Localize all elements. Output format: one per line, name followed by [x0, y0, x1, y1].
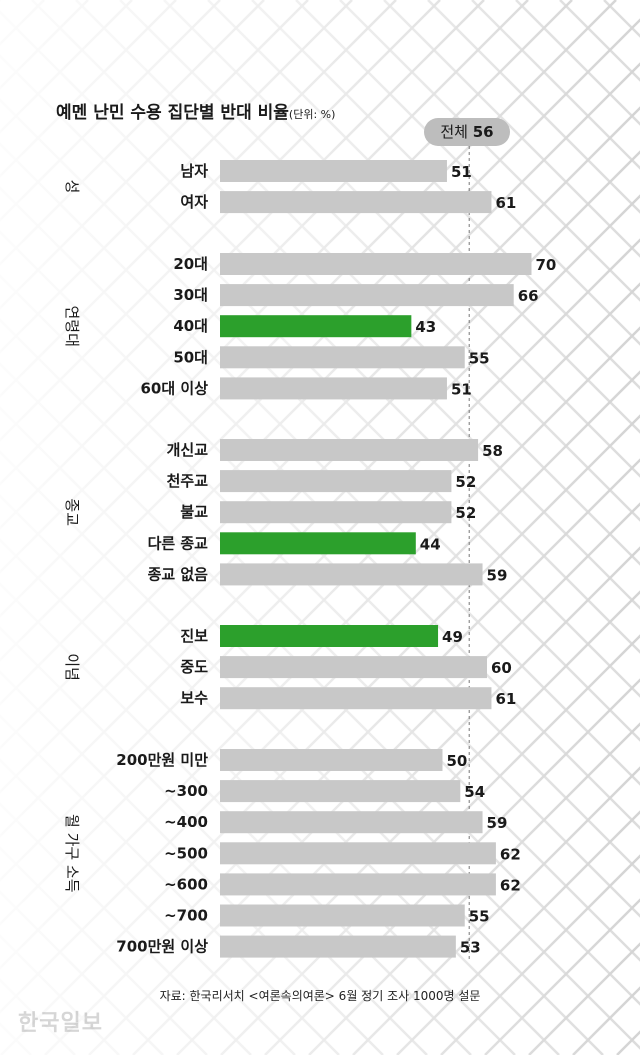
- value-label: 52: [455, 473, 476, 491]
- value-label: 61: [495, 194, 516, 212]
- bar: [220, 749, 443, 771]
- chart-title: 예멘 난민 수용 집단별 반대 비율(단위: %): [56, 98, 335, 123]
- group-label: 연령대: [63, 305, 81, 346]
- bar: [220, 780, 461, 803]
- bar: [220, 501, 452, 524]
- category-label: 중도: [180, 658, 208, 676]
- value-label: 59: [487, 566, 508, 584]
- category-label: 50대: [173, 348, 208, 366]
- category-label: 30대: [173, 286, 208, 304]
- bar: [220, 191, 492, 214]
- value-label: 70: [536, 256, 557, 274]
- value-label: 44: [420, 535, 441, 553]
- bar: [220, 842, 496, 865]
- group-label: 이념: [63, 653, 81, 681]
- category-label: 진보: [180, 627, 208, 645]
- value-label: 51: [451, 380, 472, 398]
- value-label: 62: [500, 876, 521, 894]
- bar: [220, 873, 496, 896]
- overall-label: 전체: [440, 123, 468, 141]
- category-label: 20대: [173, 255, 208, 273]
- value-label: 59: [487, 814, 508, 832]
- category-label: ~700: [164, 907, 208, 925]
- category-label: ~600: [164, 875, 208, 893]
- category-label: 200만원 미만: [116, 751, 208, 769]
- category-label: 개신교: [167, 441, 209, 459]
- group-label: 종교: [63, 498, 81, 526]
- category-label: ~500: [164, 844, 208, 862]
- category-label: 천주교: [167, 472, 209, 490]
- bar: [220, 346, 465, 369]
- value-label: 51: [451, 163, 472, 181]
- overall-value: 56: [472, 123, 494, 141]
- source-note: 자료: 한국리서치 <여론속의여론> 6월 정기 조사 1000명 설문: [159, 989, 481, 1003]
- bar: [220, 160, 447, 182]
- group-label: 성: [63, 180, 81, 194]
- value-label: 53: [460, 939, 481, 957]
- bar-highlight: [220, 625, 439, 647]
- category-label: 700만원 이상: [116, 938, 208, 956]
- value-label: 66: [518, 287, 539, 305]
- overall-badge: 전체 56: [424, 118, 510, 146]
- category-label: 60대 이상: [141, 379, 209, 397]
- chart-title-text: 예멘 난민 수용 집단별 반대 비율: [56, 103, 289, 123]
- category-label: 여자: [180, 193, 208, 211]
- bar: [220, 563, 483, 586]
- category-label: 종교 없음: [148, 565, 209, 583]
- group-label: 월 가구 소득: [63, 814, 81, 893]
- bar: [220, 470, 452, 493]
- category-label: 불교: [180, 503, 208, 521]
- bar: [220, 439, 479, 461]
- value-label: 54: [464, 783, 485, 801]
- value-label: 49: [442, 628, 463, 646]
- bar: [220, 656, 487, 679]
- value-label: 60: [491, 659, 512, 677]
- value-label: 43: [415, 318, 436, 336]
- category-label: 다른 종교: [148, 534, 209, 552]
- bar: [220, 253, 532, 275]
- bar-highlight: [220, 315, 412, 338]
- bar: [220, 935, 456, 958]
- category-label: 보수: [180, 689, 208, 707]
- category-label: 남자: [180, 162, 208, 180]
- bar: [220, 687, 492, 710]
- value-label: 62: [500, 845, 521, 863]
- value-label: 55: [469, 908, 490, 926]
- bar: [220, 811, 483, 834]
- bar: [220, 377, 447, 400]
- unit-label: (단위: %): [288, 108, 336, 121]
- bar: [220, 284, 514, 307]
- category-label: 40대: [173, 317, 208, 335]
- value-label: 61: [495, 690, 516, 708]
- value-label: 55: [469, 349, 490, 367]
- bar-highlight: [220, 532, 416, 555]
- category-label: ~400: [164, 813, 208, 831]
- category-label: ~300: [164, 782, 208, 800]
- value-label: 52: [455, 504, 476, 522]
- value-label: 50: [447, 752, 468, 770]
- bar: [220, 904, 465, 927]
- publisher-watermark: 한국일보: [18, 1011, 103, 1036]
- value-label: 58: [482, 442, 503, 460]
